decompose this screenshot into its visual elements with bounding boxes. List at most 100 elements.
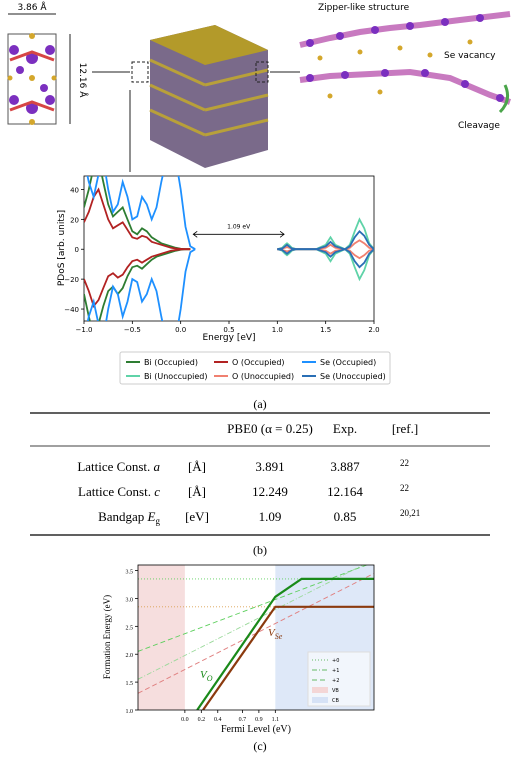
table-cell: 1.09 [259,509,282,524]
x-tick-label: 2.0 [368,326,379,334]
y-tick-label: −40 [64,306,79,314]
y-tick-label: 2.0 [126,653,134,659]
line [86,176,196,250]
row-label-part: Lattice Const. [77,459,153,474]
plot-area [138,565,374,710]
zipper-label: Zipper-like structure [318,3,410,13]
table [30,412,490,536]
table-cell: 3.891 [255,459,284,474]
x-tick-label: 0.0 [175,326,186,334]
table-cell: [Å] [188,459,206,474]
y-tick-label: −20 [64,276,79,284]
legend-label: CB [332,698,339,704]
table-ref: 20,21 [400,508,420,518]
table-cell: 12.249 [252,484,288,499]
row-label-part: Lattice Const. [78,484,154,499]
row-label-part: Bandgap [98,509,147,524]
line [196,577,374,710]
line [277,248,374,282]
row-label-part: g [156,516,161,526]
structure-art [7,11,511,172]
row-label: Lattice Const. c [78,484,160,499]
line [202,605,374,710]
table-header: [ref.] [392,421,418,436]
line [277,217,374,251]
legend-label: +2 [332,678,339,684]
legend-label: O (Unoccupied) [232,372,294,381]
band [138,565,185,710]
series-label-sub: Se [275,632,283,641]
lattice-c-label: 12.16 Å [77,63,89,99]
line [277,229,374,251]
table-cell: [eV] [185,509,209,524]
series-label: VSe [268,627,283,641]
line [84,176,191,251]
x-tick-label: 0.5 [223,326,234,334]
line [84,248,191,308]
legend-box [307,651,371,707]
y-tick-label: 1.5 [126,681,134,687]
line [277,248,374,269]
x-tick-label: 1.1 [272,717,280,723]
series-label-main: V [200,669,208,681]
x-tick-label: −0.5 [124,326,141,334]
line [277,248,374,260]
y-tick-label: 40 [70,186,79,194]
series-label-main: V [268,627,276,639]
line [277,239,374,251]
line [86,248,196,321]
row-label: Bandgap Eg [98,509,160,526]
table-cell: [Å] [188,484,206,499]
x-tick-label: 0.9 [255,717,263,723]
line [138,565,368,652]
x-tick-label: 0.2 [198,717,206,723]
line [84,248,191,321]
x-tick-label: 1.5 [320,326,331,334]
row-label-part: E [147,509,156,524]
table-cell: 12.164 [327,484,363,499]
table-ref: 22 [400,458,409,468]
legend-label: Se (Occupied) [320,358,376,367]
plot-area [84,176,374,321]
cleavage-label: Cleavage [458,121,500,131]
caption: (a) [253,397,266,411]
x-tick-label: −1.0 [76,326,93,334]
y-tick-label: 1.0 [126,709,134,715]
table-cell: 3.887 [330,459,360,474]
legend-swatch [312,697,328,703]
y-tick-label: 3.5 [126,570,134,576]
table-header: Exp. [333,421,357,436]
line [84,187,191,251]
y-tick-label: 2.5 [126,625,134,631]
annotation: 1.09 eV [227,223,251,230]
x-tick-label: 0.4 [214,717,222,723]
row-label-part: a [154,459,161,474]
annotation-arrow [192,230,285,238]
x-tick-label: 0.7 [239,717,247,723]
row-label: Lattice Const. a [77,459,160,474]
legend-label: +0 [332,658,339,664]
caption: (c) [253,739,266,753]
table-ref: 22 [400,483,409,493]
table-header: PBE0 (α = 0.25) [227,421,313,436]
table-cell: 0.85 [334,509,357,524]
vacancy-label: Se vacancy [444,51,496,61]
legend-label: +1 [332,668,339,674]
legend-swatch [312,687,328,693]
row-label-part: c [154,484,160,499]
legend-label: VB [332,688,339,694]
series-label-sub: O [207,674,213,683]
caption: (b) [253,543,267,557]
legend-label: Bi (Occupied) [144,358,198,367]
y-tick-label: 0 [75,246,79,254]
lattice-a-label: 3.86 Å [17,1,47,13]
y-axis-label: Formation Energy (eV) [102,595,112,679]
x-axis-label: Fermi Level (eV) [221,724,291,735]
series-label: VO [200,669,213,683]
legend-box [119,351,391,385]
x-tick-label: 0.0 [181,717,189,723]
y-tick-label: 20 [70,216,79,224]
x-axis-label: Energy [eV] [202,333,255,343]
